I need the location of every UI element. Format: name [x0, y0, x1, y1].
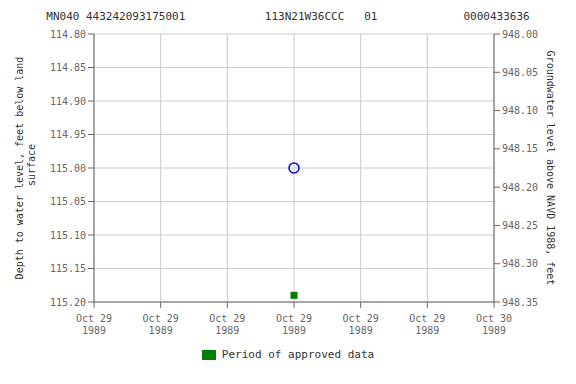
svg-text:948.30: 948.30 [502, 258, 538, 269]
svg-text:Oct 291989: Oct 291989 [209, 313, 245, 336]
svg-text:115.00: 115.00 [50, 163, 86, 174]
svg-text:948.15: 948.15 [502, 143, 538, 154]
svg-text:Oct 291989: Oct 291989 [276, 313, 312, 336]
svg-text:Groundwater level above NAVD 1: Groundwater level above NAVD 1988, feet [545, 51, 556, 286]
svg-text:115.15: 115.15 [50, 263, 86, 274]
svg-text:Oct 291989: Oct 291989 [143, 313, 179, 336]
html-text:Period of approved data: Period of approved data [221, 348, 375, 361]
svg-text:948.20: 948.20 [502, 182, 538, 193]
svg-text:948.10: 948.10 [502, 105, 538, 116]
svg-text:948.05: 948.05 [502, 67, 538, 78]
svg-text:Oct 291989: Oct 291989 [76, 313, 112, 336]
svg-text:115.10: 115.10 [50, 230, 86, 241]
svg-text:114.90: 114.90 [50, 96, 86, 107]
svg-text:114.85: 114.85 [50, 62, 86, 73]
svg-text:115.20: 115.20 [50, 297, 86, 308]
svg-text:114.95: 114.95 [50, 129, 86, 140]
svg-text:948.00: 948.00 [502, 29, 538, 40]
svg-text:115.05: 115.05 [50, 196, 86, 207]
svg-text:Oct 291989: Oct 291989 [409, 313, 445, 336]
svg-text:114.80: 114.80 [50, 29, 86, 40]
svg-text:948.35: 948.35 [502, 297, 538, 308]
svg-text:Oct 291989: Oct 291989 [343, 313, 379, 336]
html-text:MN040 443242093175001 113N21W3: MN040 443242093175001 113N21W36CCC 01 00… [46, 10, 530, 23]
svg-text:Depth to water level, feet bel: Depth to water level, feet below land su… [14, 57, 37, 280]
svg-text:948.25: 948.25 [502, 220, 538, 231]
svg-text:Oct 301989: Oct 301989 [476, 313, 512, 336]
